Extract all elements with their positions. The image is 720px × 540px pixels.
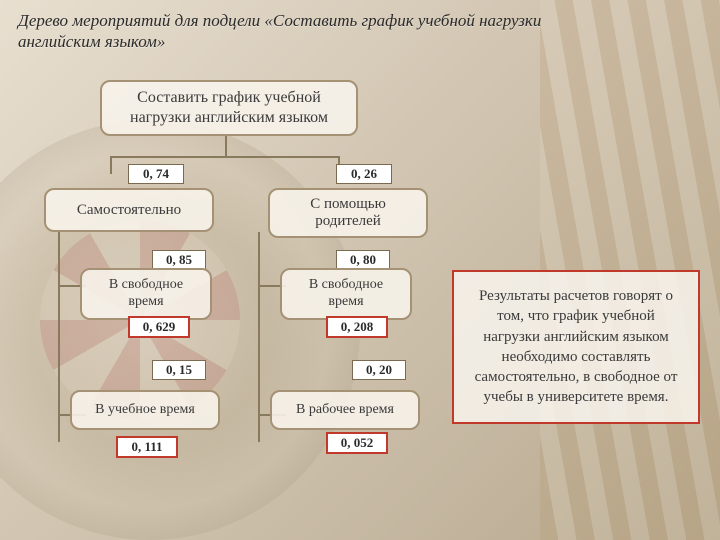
left-c1-result: 0, 629 bbox=[128, 316, 190, 338]
page-title: Дерево мероприятий для подцели «Составит… bbox=[18, 10, 578, 53]
conn-root-down bbox=[225, 136, 227, 156]
left-c2-result: 0, 111 bbox=[116, 436, 178, 458]
conn-right-vert bbox=[258, 232, 260, 442]
result-text-box: Результаты расчетов говорят о том, что г… bbox=[452, 270, 700, 424]
right-c2-node: В рабочее время bbox=[270, 390, 420, 430]
right-weight: 0, 26 bbox=[336, 164, 392, 184]
right-node: С помощью родителей bbox=[268, 188, 428, 238]
left-c1-node: В свободное время bbox=[80, 268, 212, 320]
conn-to-left bbox=[110, 156, 112, 174]
right-c1-weight: 0, 80 bbox=[336, 250, 390, 270]
left-c1-weight: 0, 85 bbox=[152, 250, 206, 270]
right-c1-result: 0, 208 bbox=[326, 316, 388, 338]
right-c2-weight: 0, 20 bbox=[352, 360, 406, 380]
root-node: Составить график учебной нагрузки англий… bbox=[100, 80, 358, 136]
left-c2-node: В учебное время bbox=[70, 390, 220, 430]
right-c1-node: В свободное время bbox=[280, 268, 412, 320]
conn-left-vert bbox=[58, 232, 60, 442]
left-weight: 0, 74 bbox=[128, 164, 184, 184]
conn-root-h bbox=[110, 156, 340, 158]
left-node: Самостоятельно bbox=[44, 188, 214, 232]
left-c2-weight: 0, 15 bbox=[152, 360, 206, 380]
right-c2-result: 0, 052 bbox=[326, 432, 388, 454]
